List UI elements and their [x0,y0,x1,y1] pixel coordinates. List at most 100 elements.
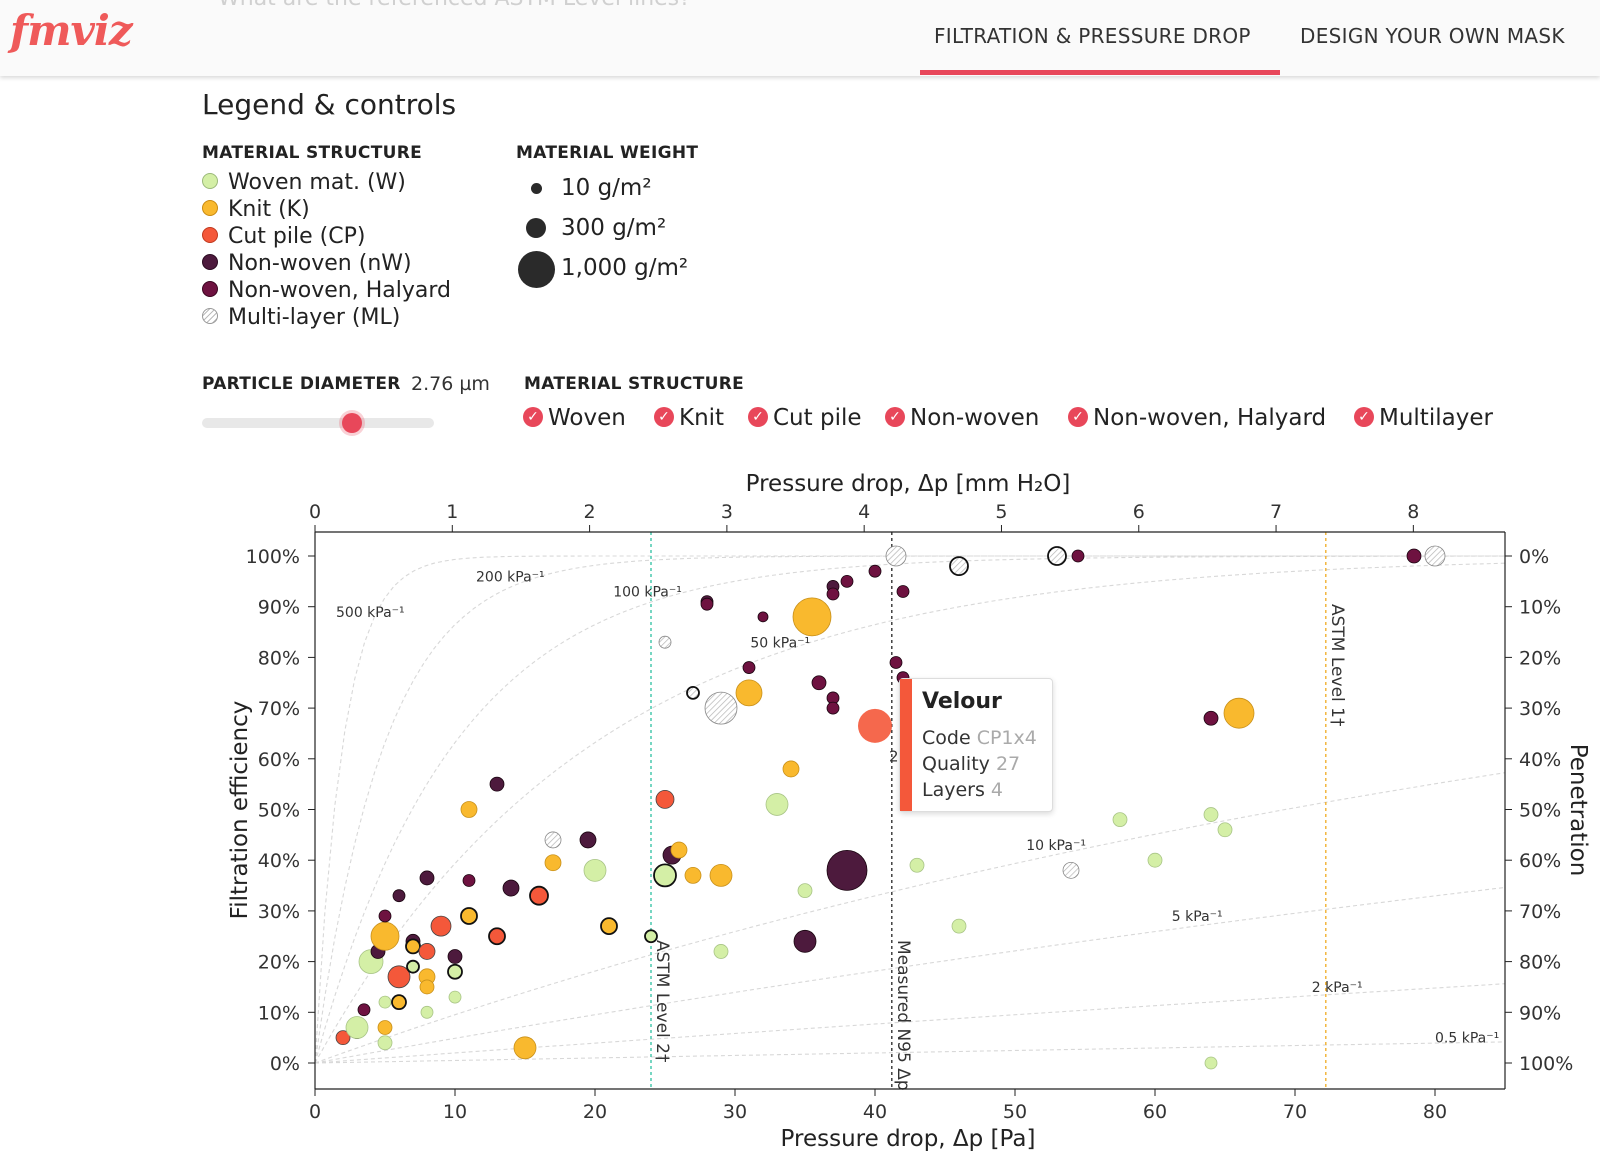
filter-cut-pile-checkbox[interactable]: ✓ Cut pile [748,405,862,431]
data-point-ML [704,691,738,725]
data-point-nW [419,870,435,886]
data-point-K [460,801,478,818]
top-tick-label: 0 [309,501,321,523]
data-point-W [345,1016,369,1039]
data-point-K [735,679,763,707]
quality-curve-label: 0.5 kPa⁻¹ [1435,1031,1499,1047]
data-point-ML [949,556,969,577]
x-tick-label: 70 [1283,1101,1307,1123]
legend-title: Legend & controls [202,88,457,121]
data-point-H [357,1003,371,1017]
quality-curve-label: 500 kPa⁻¹ [336,605,405,621]
data-point-ML [885,545,907,567]
filter-non-woven-halyard-checkbox[interactable]: ✓ Non-woven, Halyard [1068,405,1326,431]
quality-curve-7 [314,1041,1506,1064]
quality-contour-lines: 500 kPa⁻¹ 200 kPa⁻¹ 100 kPa⁻¹ 50 kPa⁻¹ 10 kP… [314,555,1506,1064]
data-point-H [757,611,769,623]
legend-item-cut-pile-label: Cut pile (CP) [228,224,366,249]
weight-medium-label: 300 g/m² [561,215,667,241]
tooltip-quality-value: 27 [995,753,1021,775]
legend-item-knit-label: Knit (K) [228,197,310,222]
top-tick-label: 6 [1133,501,1145,523]
data-point-K [670,841,688,859]
quality-curve-label: 100 kPa⁻¹ [613,585,682,601]
y2-tick-label: 100% [1519,1053,1573,1075]
quality-curve-label: 10 kPa⁻¹ [1026,838,1086,854]
particle-diameter-slider-thumb[interactable] [342,413,362,433]
tab-design-your-own-mask[interactable]: DESIGN YOUR OWN MASK [1300,24,1565,48]
particle-diameter-slider[interactable] [202,418,434,428]
tooltip-layers-row: Layers 4 [922,779,1003,801]
data-point-nW [826,849,868,891]
checkmark-icon: ✓ [748,406,768,427]
legend-item-multi-layer: Multi-layer (ML) [202,305,400,331]
tooltip-layers-value: 4 [990,779,1004,801]
top-tick-label: 3 [721,501,733,523]
reference-lines: ASTM Level 2† Measured N95 Δp ASTM Level 1… [650,532,1347,1091]
checkmark-icon: ✓ [1068,406,1088,427]
x-tick-label: 0 [309,1101,321,1123]
faded-question-text: What are the referenced ASTM Level lines… [218,0,691,11]
top-navigation-bar: What are the referenced ASTM Level lines… [0,0,1600,76]
data-point-W [448,990,462,1004]
axis-ticks: 0 10 20 30 40 50 60 70 800 1 2 3 4 5 6 7 80% 100%10% 90%20… [246,501,1574,1123]
data-point-W [1147,852,1163,868]
filter-non-woven-checkbox[interactable]: ✓ Non-woven [885,405,1039,431]
y2-tick-label: 0% [1519,546,1549,568]
top-axis-title: Pressure drop, Δp [mm H₂O] [746,471,1071,497]
data-point-nW [579,831,597,849]
weight-large-circle [518,251,555,288]
y-tick-label: 0% [270,1053,300,1075]
data-point-ML [686,685,700,700]
weight-small-label: 10 g/m² [561,175,652,201]
legend-item-cut-pile: Cut pile (CP) [202,224,365,250]
data-point-K [391,994,407,1011]
y2-tick-label: 80% [1519,952,1561,974]
multi-layer-hatched-swatch [202,308,218,324]
fmviz-logo[interactable]: fmviz [10,6,133,55]
quality-curve-6 [314,983,1506,1064]
data-point-K [544,854,562,872]
data-point-nW [489,776,505,792]
data-point-K [684,867,702,884]
legend-item-woven: Woven mat. (W) [202,170,406,196]
reference-line-label: ASTM Level 2† [652,940,672,1063]
halyard-swatch [202,281,218,297]
data-point-W [1217,822,1233,838]
data-point-W [378,995,392,1009]
data-points: 2 [335,545,1446,1070]
data-point-CP [488,927,506,946]
data-point-W [420,1005,434,1019]
non-woven-swatch [202,254,218,270]
reference-line-label: Measured N95 Δp [893,940,913,1091]
point-tooltip: Velour Code CP1x4 Quality 27 Layers 4 [899,678,1053,812]
reference-line-label: ASTM Level 1† [1327,604,1347,727]
data-point-H [826,587,840,601]
top-tick-label: 2 [584,501,596,523]
x-tick-label: 10 [443,1101,467,1123]
tooltip-code-value: CP1x4 [976,727,1037,749]
y2-tick-label: 60% [1519,850,1561,872]
tooltip-quality-row: Quality 27 [922,753,1020,775]
filter-knit-checkbox[interactable]: ✓ Knit [654,405,724,431]
hidden-point-label: 2 [889,747,899,765]
tooltip-code-label: Code [922,727,971,749]
data-point-K [460,907,478,925]
data-point-K [600,917,618,936]
tab-filtration-pressure-drop[interactable]: FILTRATION & PRESSURE DROP [934,24,1251,48]
weight-medium-circle [526,218,546,238]
y-tick-label: 10% [258,1002,300,1024]
filter-multilayer-checkbox[interactable]: ✓ Multilayer [1354,405,1493,431]
x-tick-label: 60 [1143,1101,1167,1123]
data-point-W [1112,812,1128,828]
filter-woven-checkbox[interactable]: ✓ Woven [523,405,626,431]
particle-diameter-value: 2.76 µm [411,373,490,395]
y2-tick-label: 10% [1519,597,1561,619]
data-point-H [378,909,392,923]
y2-tick-label: 40% [1519,749,1561,771]
data-point-nW [793,929,817,953]
tooltip-quality-label: Quality [922,753,990,775]
filter-halyard-label: Non-woven, Halyard [1093,405,1327,431]
data-point-nW [447,949,463,964]
y-tick-label: 50% [258,800,300,822]
